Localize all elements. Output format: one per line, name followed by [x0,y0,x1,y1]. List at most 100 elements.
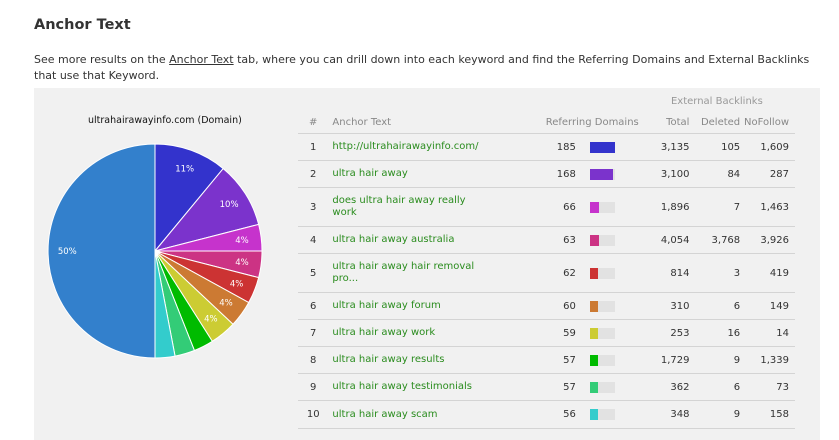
section-title: Anchor Text [34,17,131,33]
referring-domains-bar [589,201,615,213]
row-number: 5 [298,253,329,293]
table-row: 5 ultra hair away hair removal pro... 62 81… [298,253,795,293]
anchor-text-link[interactable]: does ultra hair away really work [332,195,466,218]
deleted-backlinks-value: 105 [689,133,741,161]
referring-domains-bar-fill [589,267,598,279]
referring-domains-bar [589,409,615,420]
col-anchor-text-header[interactable]: Anchor Text [328,111,516,134]
pie-slice[interactable] [47,143,156,359]
anchor-text-panel: ultrahairawayinfo.com (Domain) 11% 10% 4% 4… [34,88,820,440]
anchor-text-link[interactable]: ultra hair away results [332,354,445,365]
deleted-backlinks-value: 16 [689,319,741,347]
referring-domains-bar [589,141,615,153]
total-backlinks-value: 1,896 [638,187,690,227]
total-backlinks-value: 814 [638,253,690,293]
referring-domains-bar-fill [589,381,598,393]
pie-slice-label: 4% [235,236,249,246]
nofollow-backlinks-value: 14 [740,319,795,347]
col-num-header[interactable]: # [298,111,329,134]
referring-domains-value: 57 [515,373,576,401]
anchor-text-tab-link[interactable]: Anchor Text [169,53,234,66]
referring-domains-value: 66 [515,187,576,227]
referring-domains-bar-fill [589,141,615,153]
row-number: 6 [298,292,329,320]
referring-domains-value: 56 [515,400,576,429]
referring-domains-bar [589,381,615,393]
anchor-text-link[interactable]: ultra hair away scam [332,408,438,420]
anchor-text-table: External Backlinks # Anchor Text Referri… [298,91,795,429]
table-header: # Anchor Text Referring Domains Total De… [298,111,795,134]
table-row: 3 does ultra hair away really work 66 1,896… [298,187,795,227]
total-backlinks-value: 3,135 [638,133,690,161]
col-total-header[interactable]: Total [638,111,690,134]
pie-slice-label: 11% [175,164,194,174]
anchor-text-link[interactable]: ultra hair away forum [332,300,441,311]
nofollow-backlinks-value: 1,609 [740,133,795,161]
anchor-text-link[interactable]: ultra hair away testimonials [332,381,473,392]
pie-chart-title: ultrahairawayinfo.com (Domain) [88,115,242,126]
total-backlinks-value: 362 [638,373,690,401]
total-backlinks-value: 1,729 [638,346,690,374]
referring-domains-bar-fill [589,354,598,366]
table-row: 2 ultra hair away 168 3,100 84 287 [298,160,795,188]
referring-domains-bar-fill [589,201,599,213]
referring-domains-bar [589,168,615,180]
col-deleted-header[interactable]: Deleted [689,111,741,134]
nofollow-backlinks-value: 287 [740,160,795,188]
referring-domains-value: 63 [515,226,576,254]
anchor-text-link[interactable]: ultra hair away hair removal pro... [332,261,475,284]
anchor-text-link[interactable]: ultra hair away australia [332,234,455,245]
nofollow-backlinks-value: 73 [740,373,795,401]
pie-slice-label: 4% [235,258,249,268]
nofollow-backlinks-value: 419 [740,253,795,293]
deleted-backlinks-value: 6 [689,373,741,401]
pie-slice-label: 4% [204,315,218,325]
referring-domains-bar [589,267,615,279]
total-backlinks-value: 3,100 [638,160,690,188]
pie-slice-label: 50% [58,247,77,257]
referring-domains-bar [589,327,615,339]
deleted-backlinks-value: 6 [689,292,741,320]
referring-domains-bar-fill [589,327,598,339]
nofollow-backlinks-value: 1,463 [740,187,795,227]
deleted-backlinks-value: 7 [689,187,741,227]
referring-domains-value: 60 [515,292,576,320]
deleted-backlinks-value: 3 [689,253,741,293]
nofollow-backlinks-value: 158 [740,400,795,429]
deleted-backlinks-value: 3,768 [689,226,741,254]
nofollow-backlinks-value: 1,339 [740,346,795,374]
pie-slice-label: 4% [219,299,233,309]
row-number: 7 [298,319,329,347]
row-number: 4 [298,226,329,254]
col-referring-domains-header[interactable]: Referring Domains [515,111,639,134]
anchor-text-link[interactable]: ultra hair away work [332,327,436,338]
referring-domains-bar [589,354,615,366]
referring-domains-bar-fill [589,300,598,312]
referring-domains-value: 59 [515,319,576,347]
anchor-text-link[interactable]: ultra hair away [332,168,408,179]
referring-domains-value: 168 [515,160,576,188]
referring-domains-bar [589,300,615,312]
referring-domains-value: 57 [515,346,576,374]
table-row: 8 ultra hair away results 57 1,729 9 1,339 [298,346,795,374]
total-backlinks-value: 310 [638,292,690,320]
nofollow-backlinks-value: 3,926 [740,226,795,254]
total-backlinks-value: 4,054 [638,226,690,254]
intro-prefix: See more results on the [34,53,170,66]
row-number: 2 [298,160,329,188]
referring-domains-bar-fill [589,234,599,246]
col-nofollow-header[interactable]: NoFollow [740,111,795,134]
anchor-text-link[interactable]: http://ultrahairawayinfo.com/ [332,141,479,152]
anchor-text-pie-chart: 11%10%4%4%4%4%4%50% [47,143,263,359]
referring-domains-bar-fill [589,409,598,420]
row-number: 8 [298,346,329,374]
referring-domains-bar [589,234,615,246]
referring-domains-bar-fill [589,168,613,180]
row-number: 1 [298,133,329,161]
pie-slice[interactable] [154,143,224,253]
referring-domains-value: 185 [515,133,576,161]
nofollow-backlinks-value: 149 [740,292,795,320]
table-row: 9 ultra hair away testimonials 57 362 6 73 [298,373,795,401]
table-row: 7 ultra hair away work 59 253 16 14 [298,319,795,347]
